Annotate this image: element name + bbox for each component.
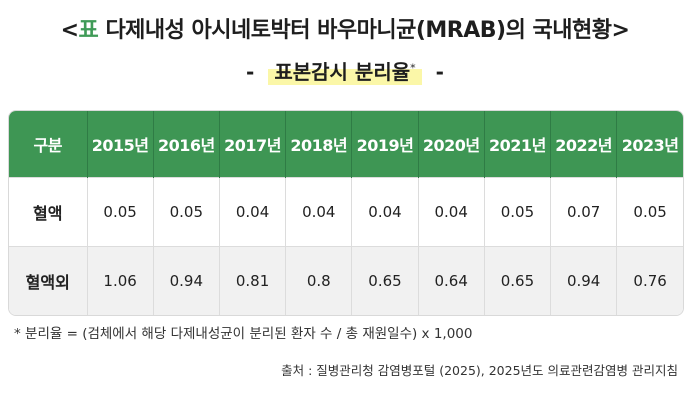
source-citation: 출처 : 질병관리청 감염병포털 (2025), 2025년도 의료관련감염병 …	[281, 363, 678, 378]
header-year: 2022년	[550, 111, 618, 178]
table-cell: 0.81	[219, 246, 287, 315]
table-cell: 0.04	[418, 177, 485, 247]
table-cell: 0.04	[285, 177, 353, 247]
header-year: 2020년	[418, 111, 485, 178]
table-cell: 0.65	[351, 246, 419, 315]
subtitle-text: 표본감시 분리율	[274, 60, 411, 84]
data-table-container: 구분 2015년 2016년 2017년 2018년 2019년 2020년 2…	[8, 110, 684, 316]
table-cell: 0.05	[616, 177, 683, 247]
table-cell: 0.04	[351, 177, 419, 247]
header-year: 2019년	[351, 111, 419, 178]
table-cell: 0.04	[219, 177, 287, 247]
subtitle: - 표본감시 분리율* -	[0, 56, 690, 85]
header-year: 2018년	[285, 111, 353, 178]
isolation-rate-table: 구분 2015년 2016년 2017년 2018년 2019년 2020년 2…	[9, 111, 683, 315]
table-cell: 0.05	[484, 177, 552, 247]
table-cell: 0.8	[285, 246, 353, 315]
subtitle-highlight: 표본감시 분리율*	[268, 56, 422, 85]
row-label: 혈액	[9, 177, 88, 247]
table-row-blood: 혈액 0.05 0.05 0.04 0.04 0.04 0.04 0.05 0.…	[9, 177, 683, 247]
row-label: 혈액외	[9, 246, 88, 315]
table-cell: 0.07	[550, 177, 618, 247]
table-header-row: 구분 2015년 2016년 2017년 2018년 2019년 2020년 2…	[9, 111, 683, 178]
table-cell: 0.94	[550, 246, 618, 315]
title-accent: 표	[78, 18, 99, 43]
title-open-bracket: <	[60, 18, 79, 43]
title-text: 다제내성 아시네토박터 바우마니균(MRAB)의 국내현황	[98, 18, 612, 43]
subtitle-footnote-mark: *	[410, 61, 416, 75]
page-title: <표 다제내성 아시네토박터 바우마니균(MRAB)의 국내현황>	[0, 12, 690, 44]
header-year: 2015년	[87, 111, 154, 178]
table-cell: 0.64	[418, 246, 485, 315]
header-year: 2016년	[153, 111, 220, 178]
footnote: * 분리율 = (검체에서 해당 다제내성균이 분리된 환자 수 / 총 재원일…	[14, 326, 473, 342]
header-year: 2017년	[219, 111, 287, 178]
table-cell: 0.76	[616, 246, 683, 315]
table-cell: 0.94	[153, 246, 220, 315]
header-year: 2023년	[616, 111, 683, 178]
header-corner: 구분	[9, 111, 88, 178]
table-row-non-blood: 혈액외 1.06 0.94 0.81 0.8 0.65 0.64 0.65 0.…	[9, 246, 683, 315]
title-close-bracket: >	[611, 18, 630, 43]
table-cell: 1.06	[87, 246, 154, 315]
table-cell: 0.05	[87, 177, 154, 247]
table-cell: 0.05	[153, 177, 220, 247]
subtitle-dash-left: -	[246, 60, 255, 84]
subtitle-dash-right: -	[435, 60, 444, 84]
table-cell: 0.65	[484, 246, 552, 315]
header-year: 2021년	[484, 111, 552, 178]
